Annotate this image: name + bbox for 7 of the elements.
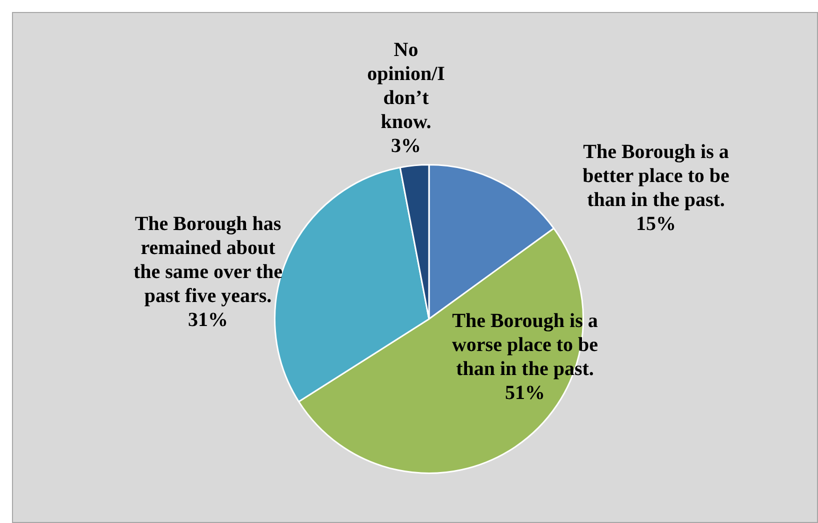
data-label: 31% (188, 309, 228, 332)
data-label: 51% (505, 382, 545, 404)
slice-label: The Borough has remained about the same over the past five years. (133, 213, 283, 308)
data-label: 15% (636, 213, 676, 236)
slice-label: The Borough is a better place to be than in the past. (582, 141, 730, 212)
slice-label: No opinion/I don’t know. (367, 39, 446, 134)
data-label: 3% (391, 135, 421, 158)
